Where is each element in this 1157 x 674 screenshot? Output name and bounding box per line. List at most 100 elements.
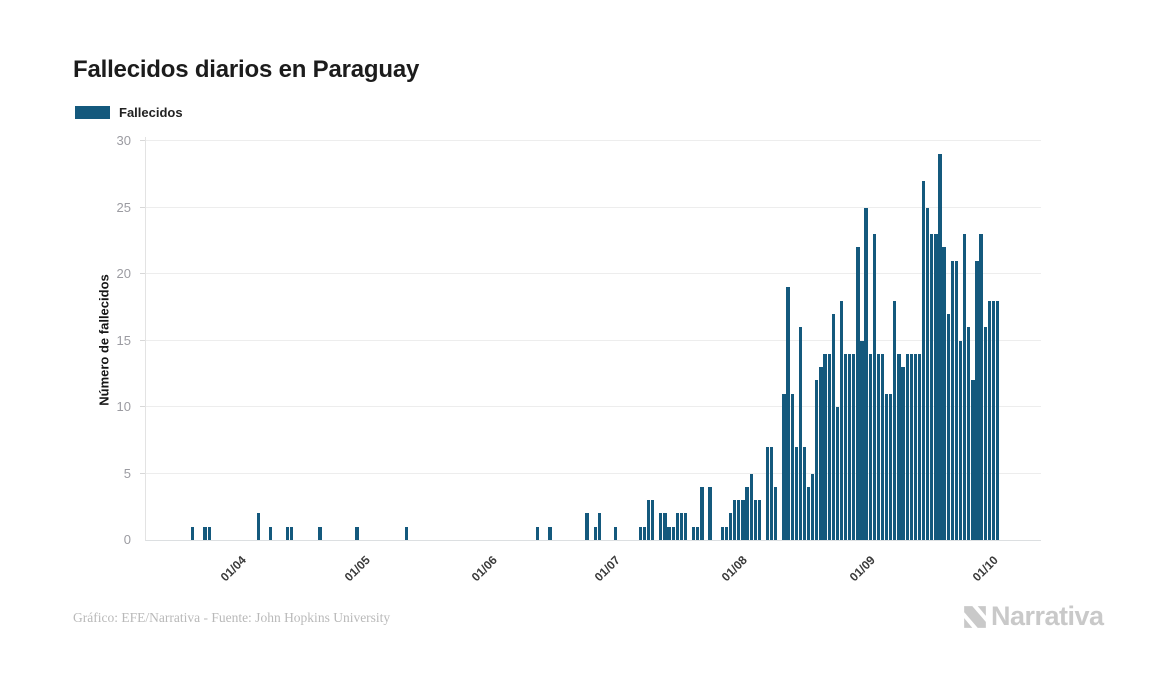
bar — [995, 300, 1000, 540]
bar — [926, 207, 930, 540]
bar — [269, 526, 273, 540]
bar — [663, 513, 667, 540]
bar — [860, 340, 864, 540]
bar — [856, 247, 860, 540]
bar — [798, 327, 803, 540]
source-credit: Gráfico: EFE/Narrativa - Fuente: John Ho… — [73, 610, 391, 625]
bar — [614, 526, 618, 540]
bar — [404, 526, 408, 540]
bar — [646, 500, 651, 540]
bar — [737, 500, 741, 540]
x-tick-label: 01/09 — [846, 553, 878, 585]
bar — [848, 353, 852, 540]
bar — [868, 353, 872, 540]
y-tick-label: 15 — [116, 332, 131, 348]
bar — [696, 526, 700, 540]
x-tick-label: 01/04 — [218, 553, 250, 585]
bar — [876, 353, 881, 540]
bar — [683, 513, 688, 540]
bar — [597, 513, 601, 540]
bar — [671, 526, 675, 540]
bar — [983, 327, 987, 540]
bar — [872, 234, 876, 540]
bar — [675, 513, 679, 540]
legend-label: Fallecidos — [119, 105, 183, 120]
bar — [905, 353, 909, 540]
bar — [733, 500, 737, 540]
bar — [745, 486, 749, 540]
gridline — [146, 339, 1041, 341]
y-tick-mark — [140, 273, 145, 274]
bar — [708, 486, 712, 540]
legend-swatch — [75, 106, 110, 119]
bar — [811, 473, 815, 540]
y-tick-mark — [140, 406, 145, 407]
gridline — [146, 406, 1041, 407]
bar — [880, 353, 885, 540]
bar — [827, 353, 831, 540]
gridline — [146, 273, 1041, 274]
bar — [913, 353, 918, 540]
bar — [786, 287, 790, 540]
bar — [831, 313, 835, 540]
gridline — [146, 472, 1041, 474]
bar — [962, 234, 967, 540]
narrativa-logo: Narrativa — [962, 601, 1104, 632]
bar — [884, 393, 889, 540]
bar — [987, 300, 991, 540]
y-tick-mark — [140, 339, 145, 341]
x-tick-label: 01/08 — [719, 553, 751, 585]
bar — [921, 180, 926, 540]
bar — [967, 327, 971, 540]
bar — [835, 407, 840, 540]
y-tick-label: 0 — [123, 532, 131, 547]
bar — [203, 526, 207, 540]
bar — [650, 500, 655, 540]
bar — [843, 353, 848, 540]
bar — [667, 526, 671, 540]
bar — [938, 154, 942, 540]
legend: Fallecidos — [75, 105, 183, 120]
bar — [917, 353, 922, 540]
bar — [318, 526, 322, 540]
bar — [765, 446, 770, 540]
narrativa-logo-text: Narrativa — [991, 601, 1104, 631]
bar — [207, 526, 211, 540]
bar — [930, 234, 934, 540]
chart-title: Fallecidos diarios en Paraguay — [73, 56, 420, 84]
bar — [950, 260, 954, 540]
bar — [749, 473, 753, 540]
bar — [815, 380, 819, 540]
bar — [285, 526, 289, 540]
y-tick-label: 5 — [123, 465, 131, 481]
bar — [819, 367, 823, 540]
bar — [802, 446, 807, 540]
bar — [692, 526, 696, 540]
gridline — [146, 140, 1041, 141]
bar — [593, 526, 597, 540]
bar — [770, 446, 774, 540]
bar — [774, 486, 778, 540]
bar — [901, 367, 905, 540]
bar — [893, 300, 897, 540]
bar — [757, 500, 762, 540]
y-tick-label: 20 — [116, 266, 131, 281]
bar — [790, 393, 794, 540]
bar — [942, 247, 946, 540]
bar — [659, 513, 663, 540]
bar — [728, 513, 733, 540]
bar — [753, 500, 757, 540]
bar — [720, 526, 725, 540]
bar — [289, 526, 293, 540]
bar — [909, 353, 913, 540]
bar — [782, 393, 786, 540]
x-tick-label: 01/05 — [341, 553, 373, 585]
bar — [806, 486, 811, 540]
bar — [823, 353, 827, 540]
bar — [934, 234, 938, 540]
x-tick-label: 01/07 — [591, 553, 623, 585]
bar — [794, 446, 798, 540]
bar — [991, 300, 996, 540]
bar — [256, 513, 261, 540]
